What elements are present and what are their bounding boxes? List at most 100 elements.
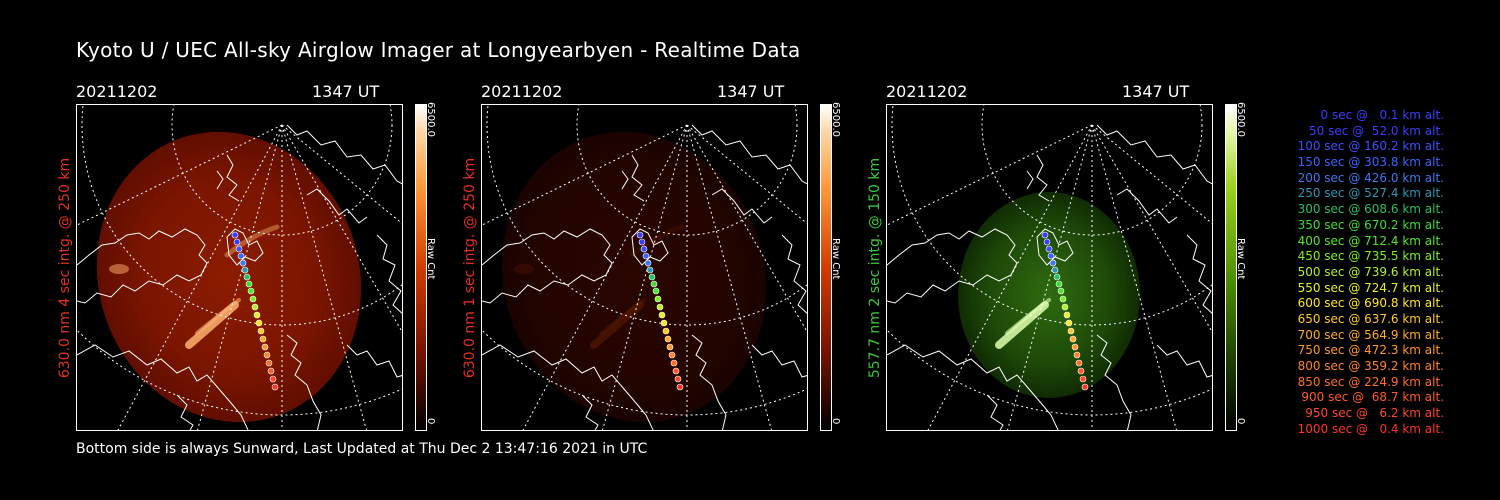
trajectory-point bbox=[271, 383, 279, 391]
trajectory-point bbox=[1043, 238, 1051, 246]
panel-2-side-label: 630.0 nm 1 sec intg. @ 250 km bbox=[460, 104, 480, 431]
trajectory-point bbox=[1057, 287, 1065, 295]
trajectory-point bbox=[239, 259, 247, 267]
trajectory-point bbox=[251, 303, 259, 311]
legend-row: 700 sec @ 564.9 km alt. bbox=[1297, 327, 1444, 342]
legend-row: 1000 sec @ 0.4 km alt. bbox=[1297, 421, 1444, 436]
imager-panel-1: 20211202 1347 UT 6500.0 Raw Cnt 0 bbox=[76, 82, 516, 442]
trajectory-point bbox=[255, 319, 263, 327]
trajectory-point bbox=[263, 351, 271, 359]
wavelength-label: 630.0 nm 4 sec intg. @ 250 km bbox=[57, 157, 73, 378]
trajectory-legend: 0 sec @ 0.1 km alt. 50 sec @ 52.0 km alt.… bbox=[1262, 108, 1444, 437]
wavelength-label: 630.0 nm 1 sec intg. @ 250 km bbox=[462, 157, 478, 378]
trajectory-point bbox=[1081, 383, 1089, 391]
trajectory-point bbox=[664, 335, 672, 343]
legend-row: 500 sec @ 739.6 km alt. bbox=[1297, 264, 1444, 279]
trajectory-point bbox=[1051, 266, 1059, 274]
trajectory-point bbox=[1077, 367, 1085, 375]
trajectory-point bbox=[247, 287, 255, 295]
allsky-map bbox=[481, 104, 808, 431]
trajectory-point bbox=[1067, 327, 1075, 335]
trajectory-point bbox=[241, 266, 249, 274]
trajectory-point bbox=[1053, 273, 1061, 281]
allsky-image bbox=[482, 105, 807, 430]
trajectory-point bbox=[640, 245, 648, 253]
panel-date: 20211202 bbox=[76, 82, 158, 101]
colorbar-unit-label: Raw Cnt bbox=[425, 238, 436, 280]
legend-row: 850 sec @ 224.9 km alt. bbox=[1297, 374, 1444, 389]
trajectory-point bbox=[652, 287, 660, 295]
panel-3-side-label: 557.7 nm 2 sec intg. @ 150 km bbox=[865, 104, 885, 431]
legend-row: 100 sec @ 160.2 km alt. bbox=[1297, 139, 1444, 154]
trajectory-point bbox=[237, 252, 245, 260]
colorbar bbox=[415, 104, 427, 431]
panel-time: 1347 UT bbox=[1122, 82, 1190, 101]
page-title: Kyoto U / UEC All-sky Airglow Imager at … bbox=[76, 38, 801, 62]
trajectory-point bbox=[642, 252, 650, 260]
trajectory-point bbox=[674, 375, 682, 383]
trajectory-point bbox=[1047, 252, 1055, 260]
trajectory-point bbox=[676, 383, 684, 391]
trajectory-point bbox=[668, 351, 676, 359]
allsky-map bbox=[76, 104, 403, 431]
panel-time: 1347 UT bbox=[717, 82, 785, 101]
trajectory-point bbox=[1059, 295, 1067, 303]
trajectory-point bbox=[666, 343, 674, 351]
legend-row: 250 sec @ 527.4 km alt. bbox=[1297, 186, 1444, 201]
colorbar-unit-label: Raw Cnt bbox=[1235, 238, 1246, 280]
panel-time: 1347 UT bbox=[312, 82, 380, 101]
trajectory-point bbox=[259, 335, 267, 343]
allsky-map bbox=[886, 104, 1213, 431]
trajectory-point bbox=[235, 245, 243, 253]
trajectory-point bbox=[670, 359, 678, 367]
trajectory-point bbox=[253, 311, 261, 319]
trajectory-point bbox=[265, 359, 273, 367]
trajectory-point bbox=[267, 367, 275, 375]
trajectory-point bbox=[1055, 280, 1063, 288]
trajectory-point bbox=[1079, 375, 1087, 383]
trajectory-point bbox=[656, 303, 664, 311]
wavelength-label: 557.7 nm 2 sec intg. @ 150 km bbox=[867, 157, 883, 378]
colorbar-min-label: 0 bbox=[1235, 418, 1246, 425]
trajectory-point bbox=[1065, 319, 1073, 327]
colorbar-max-label: 6500.0 bbox=[1235, 102, 1246, 137]
legend-row: 800 sec @ 359.2 km alt. bbox=[1297, 359, 1444, 373]
trajectory-point bbox=[257, 327, 265, 335]
legend-row: 50 sec @ 52.0 km alt. bbox=[1309, 123, 1444, 138]
trajectory-point bbox=[646, 266, 654, 274]
colorbar bbox=[1225, 104, 1237, 431]
legend-row: 400 sec @ 712.4 km alt. bbox=[1297, 233, 1444, 248]
trajectory-point bbox=[231, 231, 239, 239]
trajectory-point bbox=[1073, 351, 1081, 359]
trajectory-point bbox=[654, 295, 662, 303]
trajectory-point bbox=[672, 367, 680, 375]
trajectory-point bbox=[650, 280, 658, 288]
trajectory-point bbox=[261, 343, 269, 351]
footer-note: Bottom side is always Sunward, Last Upda… bbox=[76, 441, 648, 457]
imager-panel-3: 20211202 1347 UT 6500.0 Raw Cnt 0 bbox=[886, 82, 1326, 442]
trajectory-point bbox=[1041, 231, 1049, 239]
trajectory-point bbox=[644, 259, 652, 267]
legend-row: 600 sec @ 690.8 km alt. bbox=[1297, 296, 1444, 311]
panel-date: 20211202 bbox=[481, 82, 563, 101]
legend-row: 300 sec @ 608.6 km alt. bbox=[1297, 202, 1444, 217]
trajectory-point bbox=[1049, 259, 1057, 267]
trajectory-point bbox=[658, 311, 666, 319]
colorbar-min-label: 0 bbox=[830, 418, 841, 425]
trajectory-point bbox=[1069, 335, 1077, 343]
trajectory-point bbox=[1063, 311, 1071, 319]
legend-row: 150 sec @ 303.8 km alt. bbox=[1297, 155, 1444, 170]
panel-1-side-label: 630.0 nm 4 sec intg. @ 250 km bbox=[55, 104, 75, 431]
colorbar-unit-label: Raw Cnt bbox=[830, 238, 841, 280]
colorbar-max-label: 6500.0 bbox=[830, 102, 841, 137]
trajectory-point bbox=[1045, 245, 1053, 253]
trajectory-point bbox=[1071, 343, 1079, 351]
legend-row: 350 sec @ 670.2 km alt. bbox=[1297, 217, 1444, 232]
legend-row: 900 sec @ 68.7 km alt. bbox=[1301, 390, 1444, 405]
trajectory-point bbox=[1075, 359, 1083, 367]
colorbar bbox=[820, 104, 832, 431]
trajectory-point bbox=[245, 280, 253, 288]
trajectory-point bbox=[660, 319, 668, 327]
trajectory-point bbox=[269, 375, 277, 383]
colorbar-max-label: 6500.0 bbox=[425, 102, 436, 137]
